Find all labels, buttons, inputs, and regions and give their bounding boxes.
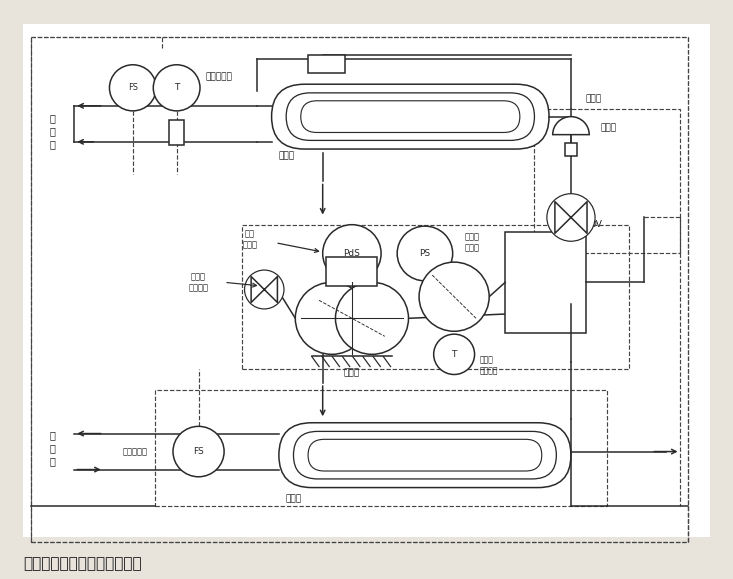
Circle shape [109, 65, 156, 111]
Bar [243, 225, 630, 369]
Text: 8: 8 [111, 82, 118, 91]
Text: PS: PS [419, 249, 430, 258]
FancyBboxPatch shape [271, 84, 549, 149]
Text: PdS: PdS [344, 249, 361, 258]
Bar [565, 143, 577, 156]
Text: 温度控制器: 温度控制器 [206, 72, 232, 82]
Bar [308, 56, 345, 74]
Text: FS: FS [128, 83, 138, 92]
Circle shape [547, 194, 595, 241]
Bar [31, 38, 688, 541]
Text: 冷
冻
水: 冷 冻 水 [50, 113, 56, 149]
Bar [534, 109, 680, 254]
Text: 油压
控制器: 油压 控制器 [242, 229, 257, 249]
Circle shape [245, 270, 284, 309]
FancyBboxPatch shape [279, 423, 571, 488]
Text: 排气温
度传感器: 排气温 度传感器 [479, 355, 498, 375]
Text: 压缩机: 压缩机 [344, 368, 360, 377]
Text: 活塞式制冷装置自动保护系统: 活塞式制冷装置自动保护系统 [23, 556, 142, 571]
Text: 吸气压
力调节阀: 吸气压 力调节阀 [188, 272, 209, 292]
Text: 冷
却
水: 冷 却 水 [50, 430, 56, 466]
Bar [505, 232, 586, 333]
Circle shape [173, 426, 224, 477]
Text: 控
制
盘: 控 制 盘 [542, 263, 548, 301]
Text: 膨胀阀: 膨胀阀 [586, 94, 602, 103]
Text: FS: FS [194, 447, 204, 456]
Circle shape [295, 283, 368, 354]
Circle shape [153, 65, 200, 111]
Text: DV: DV [589, 220, 602, 229]
Circle shape [336, 283, 408, 354]
Bar [326, 257, 377, 286]
Wedge shape [553, 116, 589, 135]
Bar [169, 120, 184, 145]
Text: 高低压
控制器: 高低压 控制器 [465, 233, 480, 252]
Bar [155, 390, 608, 505]
Text: 冷凝器: 冷凝器 [285, 494, 301, 503]
Text: T: T [174, 83, 180, 92]
Text: 电磁阀: 电磁阀 [600, 123, 616, 132]
FancyBboxPatch shape [23, 24, 710, 537]
Circle shape [419, 262, 489, 331]
Text: 蒸发器: 蒸发器 [278, 152, 294, 161]
Circle shape [323, 225, 381, 283]
Text: 水流控制器: 水流控制器 [122, 447, 147, 456]
Circle shape [397, 226, 453, 281]
Circle shape [434, 334, 474, 375]
Text: T: T [452, 350, 457, 359]
